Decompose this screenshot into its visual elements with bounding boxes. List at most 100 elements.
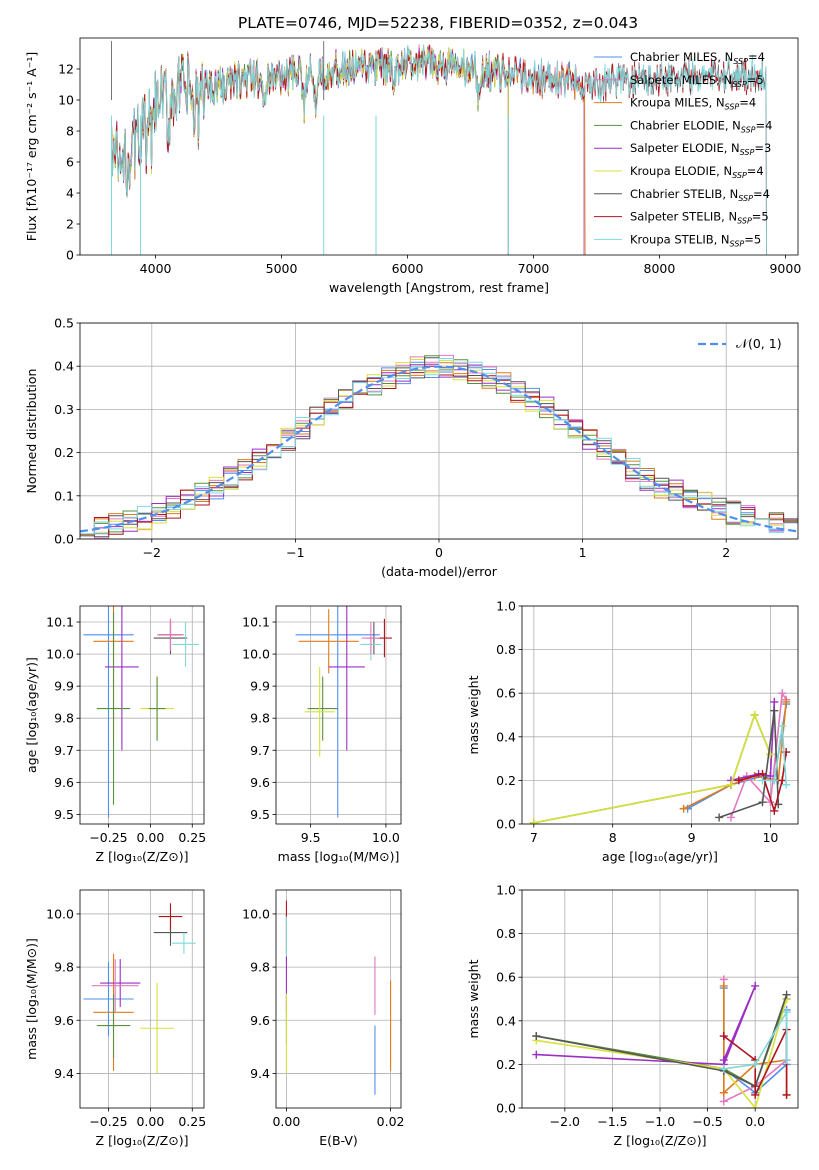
gridlines	[80, 890, 204, 1108]
errorbar-points	[295, 606, 392, 818]
x-tick-label: 0.02	[377, 1114, 405, 1129]
errorbar-point-4	[96, 993, 131, 1058]
x-tick-label: 9.5	[301, 830, 321, 845]
axes-frame	[521, 889, 799, 1109]
plot-background	[276, 890, 401, 1108]
axes-frame	[521, 605, 799, 825]
legend-entry-suffix: =4	[747, 164, 764, 178]
y-tick-label: 0	[66, 248, 74, 263]
x-tick-label: 0.0	[745, 1114, 765, 1129]
weight-marker	[532, 1032, 541, 1041]
y-tick-label: 10.0	[242, 906, 270, 921]
weight-series-1	[726, 689, 791, 822]
ticks: 7 8 9 10 0.0 0.2 0.4 0.6 0.8 1.0	[496, 599, 778, 846]
legend-entry-suffix: =4	[753, 187, 770, 201]
x-tick-label: 10.0	[372, 830, 400, 845]
gridlines	[276, 606, 401, 824]
weight-marker	[778, 776, 787, 785]
axes-frame	[79, 889, 205, 1109]
plot-background	[276, 606, 401, 824]
weight-marker	[782, 780, 791, 789]
legend-entry: Salpeter STELIB, NSSP=5	[630, 210, 769, 226]
y-tick-label: 9.8	[54, 960, 74, 975]
x-tick-label: −0.25	[89, 1114, 127, 1129]
errorbar-point-2	[100, 959, 141, 1007]
weight-marker	[679, 804, 688, 813]
age-vs-mass-panel: 9.5 10.0 9.5 9.6 9.7 9.8 9.9 10.0 10.1 mass [log₁…	[242, 605, 402, 864]
weight-line	[536, 985, 756, 1066]
residual-step-3	[80, 355, 798, 536]
legend-entry: Kroupa STELIB, NSSP=5	[630, 232, 761, 248]
ticks: 4000 5000 6000 7000 8000 9000 0 2 4 6 8 10 12	[58, 62, 801, 277]
weight-line	[762, 725, 787, 785]
x-tick-label: 6000	[392, 261, 424, 276]
legend-entry-text: Chabrier MILES, N	[630, 50, 733, 64]
residual-step-4	[80, 363, 798, 536]
legend-entry-suffix: =5	[747, 73, 764, 87]
legend-entry-text: Salpeter STELIB, N	[630, 210, 737, 224]
spectrum-panel: 4000 5000 6000 7000 8000 9000 0 2 4 6 8 10 12 wavelen…	[24, 37, 801, 295]
legend-entry-sub: SSP	[733, 57, 748, 66]
weight-marker	[766, 750, 775, 759]
legend-entry-text: Chabrier STELIB, N	[630, 187, 738, 201]
weight-marker	[770, 697, 779, 706]
y-tick-label: 0.1	[54, 488, 74, 503]
weight-marker	[734, 776, 743, 785]
x-tick-label: −1.0	[645, 1114, 675, 1129]
x-tick-label: −2	[143, 545, 161, 560]
y-tick-label: 9.6	[250, 775, 270, 790]
legend-entry-text: Kroupa MILES, N	[630, 96, 725, 110]
residual-step-8	[80, 358, 798, 535]
axes-frame	[79, 322, 799, 540]
y-tick-label: 9.4	[250, 1066, 270, 1081]
y-tick-label: 9.8	[250, 960, 270, 975]
weight-marker	[719, 1056, 728, 1065]
errorbar-point-2	[105, 606, 139, 751]
y-tick-label: 1.0	[496, 599, 516, 614]
weight-marker	[782, 697, 791, 706]
x-tick-label: 5000	[266, 261, 298, 276]
y-tick-label: 0.6	[496, 686, 516, 701]
weight-marker	[751, 1104, 760, 1108]
legend-entry-text: Salpeter ELODIE, N	[630, 141, 740, 155]
legend-entry: Chabrier MILES, NSSP=4	[630, 50, 765, 66]
weight-series-5	[529, 711, 775, 824]
legend-entry: Kroupa MILES, NSSP=4	[630, 96, 756, 112]
y-tick-label: 0.2	[496, 773, 516, 788]
x-axis-label: Z [log₁₀(Z/Z⊙)]	[614, 1133, 707, 1148]
errorbar-point-2	[328, 606, 365, 751]
y-tick-label: 0.0	[496, 817, 516, 832]
mass-vs-metallicity-panel: −0.25 0.00 0.25 9.4 9.6 9.8 10.0 Z [log₁₀(Z/Z⊙)…	[24, 889, 206, 1148]
legend-entry-sub: SSP	[740, 148, 755, 157]
y-axis-label: age [log₁₀(age/yr)]	[24, 657, 39, 773]
legend-entry-sub: SSP	[741, 125, 756, 134]
weight-marker	[770, 706, 779, 715]
errorbar-point-3	[307, 676, 338, 741]
weight-marker	[770, 806, 779, 815]
legend-entry-suffix: =4	[748, 50, 765, 64]
weight-marker	[529, 818, 538, 824]
legend-entry: Chabrier ELODIE, NSSP=4	[630, 118, 772, 134]
weight-marker	[750, 711, 759, 719]
legend-entry-sub: SSP	[738, 194, 753, 203]
y-tick-label: 0.8	[496, 642, 516, 657]
ticks: 0.00 0.02 9.4 9.6 9.8 10.0	[242, 906, 404, 1129]
weight-series	[529, 689, 791, 824]
x-tick-label: 7	[530, 830, 538, 845]
weight-marker	[719, 1032, 728, 1041]
x-axis-label: (data-model)/error	[381, 564, 498, 579]
weight-marker	[719, 981, 728, 990]
y-tick-label: 9.5	[250, 807, 270, 822]
y-tick-label: 9.4	[54, 1066, 74, 1081]
y-tick-label: 0.3	[54, 402, 74, 417]
weight-series-8	[719, 1008, 791, 1073]
x-tick-label: 4000	[140, 261, 172, 276]
errorbar-points	[285, 900, 392, 1095]
axes-frame	[79, 37, 799, 256]
y-tick-label: 0.5	[54, 316, 74, 331]
x-tick-label: 0.00	[136, 1114, 164, 1129]
legend-entry: Chabrier STELIB, NSSP=4	[630, 187, 770, 203]
ticks: −2.0 −1.5 −1.0 −0.5 0.0 0.0 0.2 0.4 0.6 0.8 1.0	[496, 883, 765, 1130]
weight-marker	[782, 1056, 791, 1065]
